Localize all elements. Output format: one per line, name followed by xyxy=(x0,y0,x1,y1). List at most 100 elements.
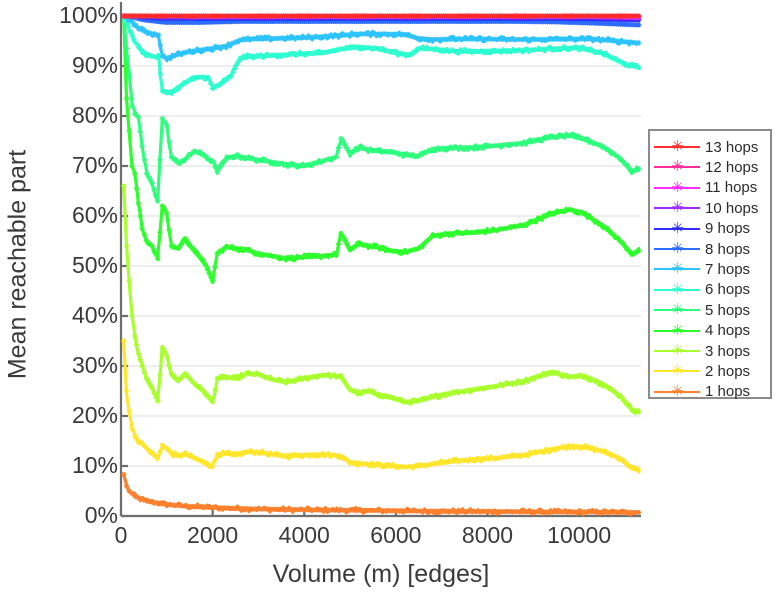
legend-item[interactable]: ✳ 13 hops xyxy=(650,137,774,157)
y-tick-label: 80% xyxy=(71,102,118,128)
data-point-marker xyxy=(625,247,631,253)
data-point-marker xyxy=(153,394,159,400)
data-point-marker xyxy=(352,243,359,249)
y-tick-label: 60% xyxy=(71,202,118,228)
data-point-marker xyxy=(141,369,147,375)
data-point-marker xyxy=(222,77,228,83)
legend-item[interactable]: ✳ 1 hops xyxy=(650,382,774,402)
data-point-marker xyxy=(418,244,424,250)
legend-item[interactable]: ✳ 5 hops xyxy=(650,300,774,320)
data-point-marker xyxy=(141,157,147,163)
data-point-marker xyxy=(132,170,138,177)
data-point-marker xyxy=(352,389,359,395)
legend-item[interactable]: ✳ 7 hops xyxy=(650,259,774,279)
series-8-hops xyxy=(121,13,642,28)
data-point-marker xyxy=(588,215,594,221)
data-point-marker xyxy=(193,382,199,388)
data-point-marker xyxy=(619,240,625,246)
data-point-marker xyxy=(414,47,420,53)
legend-item[interactable]: ✳ 11 hops xyxy=(650,178,774,198)
data-point-marker xyxy=(238,373,244,379)
data-point-marker xyxy=(621,242,627,248)
legend-color-swatch: ✳ xyxy=(654,343,700,358)
data-point-marker xyxy=(418,152,424,158)
legend-color-swatch: ✳ xyxy=(654,383,700,399)
legend-item[interactable]: ✳ 3 hops xyxy=(650,341,774,361)
data-point-marker xyxy=(176,84,182,90)
data-point-marker xyxy=(345,384,351,390)
data-point-marker xyxy=(180,238,187,244)
data-point-marker xyxy=(338,374,344,380)
data-point-marker xyxy=(351,148,357,154)
legend-item[interactable]: ✳ 4 hops xyxy=(650,321,774,341)
data-point-marker xyxy=(182,370,188,377)
legend-item[interactable]: ✳ 2 hops xyxy=(650,361,774,381)
data-point-marker xyxy=(636,166,642,172)
series-line xyxy=(122,14,641,203)
data-point-marker xyxy=(179,82,185,88)
data-point-marker xyxy=(597,221,603,227)
data-point-marker xyxy=(135,25,142,31)
series-7-hops xyxy=(121,13,642,63)
series-13-hops xyxy=(121,13,642,19)
y-tick-label: 70% xyxy=(71,152,118,178)
legend-item[interactable]: ✳ 10 hops xyxy=(650,198,774,218)
legend-line xyxy=(654,248,700,250)
data-point-marker xyxy=(599,222,605,228)
data-point-marker xyxy=(206,156,212,162)
data-point-marker xyxy=(153,251,159,257)
data-point-marker xyxy=(199,458,205,464)
legend-item-label: 3 hops xyxy=(705,342,751,360)
series-markers xyxy=(121,13,642,204)
data-point-marker xyxy=(541,214,547,220)
data-point-marker xyxy=(604,384,611,390)
data-point-marker xyxy=(338,453,344,459)
legend-item-label: 2 hops xyxy=(705,362,751,380)
data-point-marker xyxy=(139,225,145,232)
data-point-marker xyxy=(636,467,642,473)
legend-item[interactable]: ✳ 8 hops xyxy=(650,239,774,259)
data-point-marker xyxy=(623,400,629,406)
data-point-marker xyxy=(212,457,218,464)
data-point-marker xyxy=(199,151,205,157)
data-point-marker xyxy=(336,145,342,151)
data-point-marker xyxy=(547,211,553,217)
data-point-marker xyxy=(208,397,214,403)
data-point-marker xyxy=(608,149,614,155)
data-point-marker xyxy=(623,244,629,251)
data-point-marker xyxy=(188,453,194,460)
legend-item[interactable]: ✳ 6 hops xyxy=(650,280,774,300)
data-point-marker xyxy=(188,376,194,383)
data-point-marker xyxy=(625,402,631,408)
data-point-marker xyxy=(216,249,222,255)
data-point-marker xyxy=(193,250,199,256)
data-point-marker xyxy=(139,143,145,149)
data-point-marker xyxy=(164,123,170,129)
data-point-marker xyxy=(218,163,224,169)
data-point-marker xyxy=(422,240,428,246)
data-point-marker xyxy=(204,392,210,399)
data-point-marker xyxy=(133,40,139,46)
series-2-hops xyxy=(121,338,642,474)
legend-color-swatch: ✳ xyxy=(654,363,700,378)
data-point-marker xyxy=(139,27,145,33)
data-point-marker xyxy=(424,238,430,244)
data-point-marker xyxy=(210,463,216,470)
data-point-marker xyxy=(543,213,549,219)
data-point-marker xyxy=(206,462,212,468)
series-markers xyxy=(121,13,642,96)
legend-color-swatch: ✳ xyxy=(654,261,700,276)
legend-item[interactable]: ✳ 12 hops xyxy=(650,157,774,177)
data-point-marker xyxy=(636,509,642,516)
legend-line xyxy=(654,166,700,169)
data-point-marker xyxy=(164,210,170,217)
data-point-marker xyxy=(333,154,339,160)
data-point-marker xyxy=(145,174,152,180)
legend-item-label: 10 hops xyxy=(705,199,759,217)
data-point-marker xyxy=(185,78,191,84)
data-point-marker xyxy=(615,236,622,243)
legend-item[interactable]: ✳ 9 hops xyxy=(650,219,774,239)
data-point-marker xyxy=(121,471,127,478)
data-point-marker xyxy=(229,40,235,47)
data-point-marker xyxy=(200,388,207,394)
